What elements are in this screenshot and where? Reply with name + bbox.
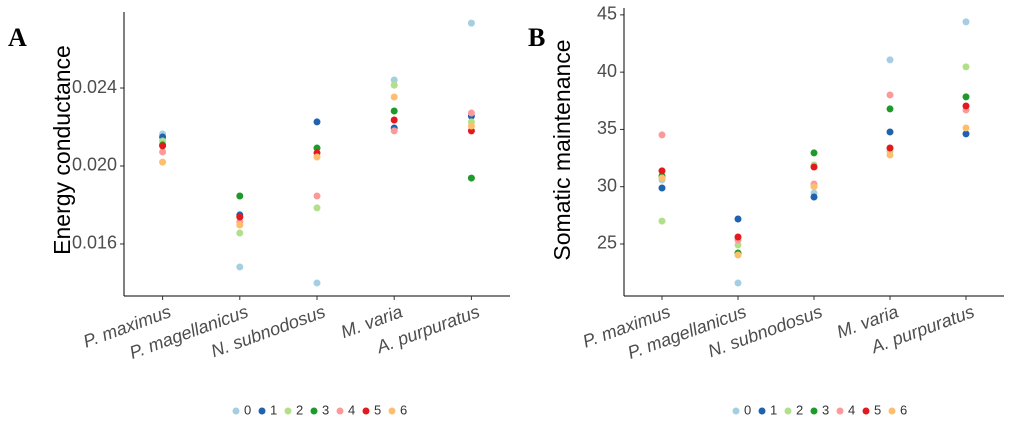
y-tick-label: 0.016 — [72, 233, 117, 253]
legend-marker — [362, 407, 370, 415]
point — [734, 279, 742, 287]
point — [236, 229, 244, 237]
point — [810, 183, 818, 191]
point — [658, 167, 666, 175]
point — [467, 122, 475, 130]
point — [390, 81, 398, 89]
legend-label: 2 — [796, 402, 803, 417]
point — [390, 116, 398, 124]
y-tick-label: 0.024 — [72, 77, 117, 97]
point — [313, 204, 321, 212]
point — [962, 102, 970, 110]
point — [962, 18, 970, 26]
legend-label: 1 — [770, 402, 777, 417]
point — [159, 142, 167, 150]
legend-label: 4 — [348, 402, 355, 417]
point — [236, 213, 244, 221]
legend-marker — [284, 407, 292, 415]
legend-marker — [732, 407, 740, 415]
legend-label: 0 — [244, 402, 251, 417]
y-tick-label: 0.020 — [72, 155, 117, 175]
legend-label: 1 — [270, 402, 277, 417]
point — [810, 193, 818, 201]
legend-marker — [758, 407, 766, 415]
point — [886, 56, 894, 64]
legend-label: 4 — [848, 402, 855, 417]
panel-label: B — [528, 23, 545, 52]
legend-label: 2 — [296, 402, 303, 417]
point — [467, 109, 475, 117]
point — [236, 192, 244, 200]
y-axis-title: Somatic maintenance — [549, 39, 575, 260]
legend-marker — [810, 407, 818, 415]
point — [236, 221, 244, 229]
legend-marker — [232, 407, 240, 415]
point — [313, 192, 321, 200]
point — [886, 105, 894, 113]
point — [236, 263, 244, 271]
point — [962, 93, 970, 101]
point — [390, 76, 398, 84]
point — [159, 148, 167, 156]
y-tick-label: 25 — [597, 233, 617, 253]
point — [467, 19, 475, 27]
point — [886, 144, 894, 152]
point — [313, 144, 321, 152]
point — [734, 233, 742, 241]
legend-label: 3 — [322, 402, 329, 417]
point — [886, 128, 894, 136]
legend-marker — [388, 407, 396, 415]
y-tick-label: 30 — [597, 175, 617, 195]
point — [467, 127, 475, 135]
y-tick-label: 45 — [597, 4, 617, 24]
legend-marker — [862, 407, 870, 415]
point — [886, 151, 894, 159]
point — [159, 158, 167, 166]
point — [313, 279, 321, 287]
y-tick-label: 40 — [597, 61, 617, 81]
point — [313, 118, 321, 126]
point — [962, 124, 970, 132]
point — [658, 184, 666, 192]
point — [734, 251, 742, 259]
legend-label: 0 — [744, 402, 751, 417]
y-tick-label: 35 — [597, 118, 617, 138]
point — [658, 131, 666, 139]
point — [734, 215, 742, 223]
point — [467, 174, 475, 182]
point — [390, 107, 398, 115]
point — [962, 130, 970, 138]
point — [962, 63, 970, 71]
legend-label: 5 — [374, 402, 381, 417]
legend-label: 6 — [900, 402, 907, 417]
legend-marker — [258, 407, 266, 415]
legend-marker — [784, 407, 792, 415]
point — [886, 91, 894, 99]
point — [658, 217, 666, 225]
legend-marker — [836, 407, 844, 415]
point — [810, 149, 818, 157]
legend-label: 5 — [874, 402, 881, 417]
point — [390, 127, 398, 135]
point — [313, 153, 321, 161]
legend-marker — [310, 407, 318, 415]
point — [390, 93, 398, 101]
point — [658, 174, 666, 182]
point — [734, 241, 742, 249]
legend-label: 6 — [400, 402, 407, 417]
point — [810, 163, 818, 171]
panel-label: A — [8, 23, 27, 52]
y-axis-title: Energy conductance — [49, 45, 75, 255]
legend-marker — [888, 407, 896, 415]
legend-label: 3 — [822, 402, 829, 417]
legend-marker — [336, 407, 344, 415]
